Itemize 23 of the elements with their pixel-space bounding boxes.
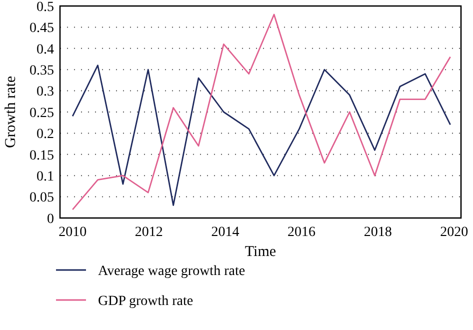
y-tick-label: 0.3: [36, 84, 54, 100]
y-tick-label: 0.25: [30, 106, 54, 121]
y-tick-label: 0.05: [30, 190, 54, 206]
y-tick-label: 0: [47, 212, 54, 227]
x-tick-label: 2014: [211, 225, 240, 240]
y-tick-label: 0.45: [30, 21, 54, 36]
y-tick-label: 0.2: [36, 127, 54, 142]
x-axis-title: Time: [244, 244, 276, 260]
x-tick-label: 2018: [364, 225, 392, 240]
y-tick-label: 0.1: [36, 170, 54, 184]
legend-label: GDP growth rate: [98, 294, 194, 309]
x-tick-label: 2012: [134, 225, 163, 240]
y-axis-title: Growth rate: [3, 76, 19, 148]
y-tick-label: 0.4: [36, 42, 54, 58]
x-tick-label: 2010: [58, 225, 87, 240]
line-series: [72, 64, 452, 206]
x-tick-label: 2020: [440, 225, 468, 240]
y-tick-label: 0.15: [30, 148, 54, 164]
legend-label: Average wage growth rate: [98, 264, 246, 279]
line-series: [72, 14, 452, 210]
y-tick-label: 0.5: [36, 0, 54, 15]
y-tick-label: 0.35: [30, 64, 54, 78]
x-tick-label: 2016: [288, 225, 316, 240]
